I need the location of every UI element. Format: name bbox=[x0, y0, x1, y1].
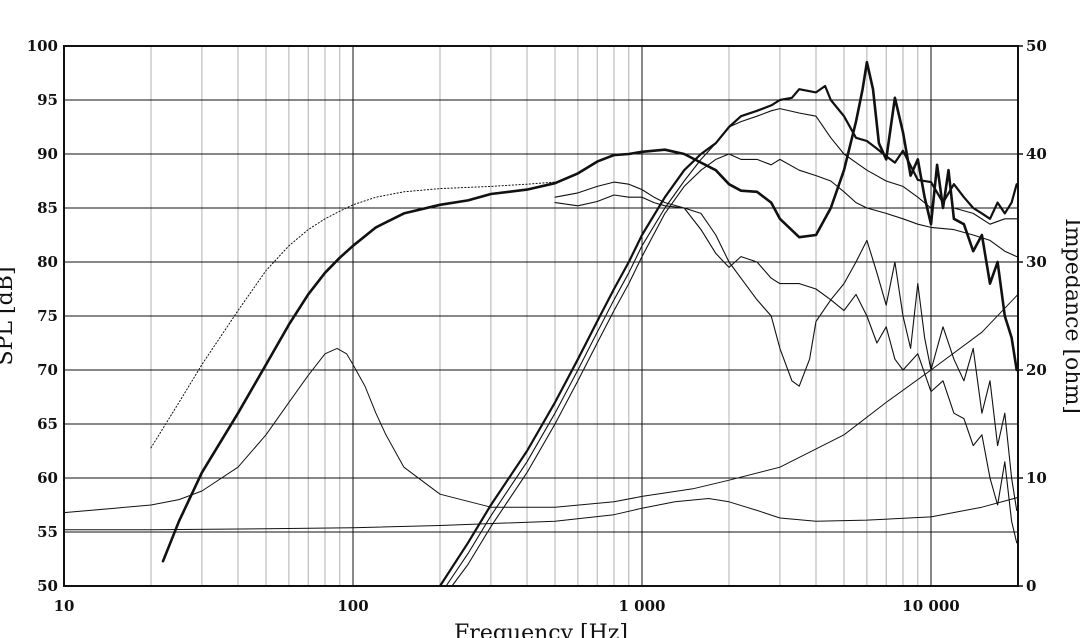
spl-curve-3 bbox=[554, 181, 1018, 511]
y-tick-label: 80 bbox=[37, 253, 58, 271]
curves bbox=[63, 60, 1019, 588]
y2-tick-label: 0 bbox=[1026, 577, 1036, 595]
y-tick-label: 85 bbox=[37, 199, 58, 217]
x-tick-label: 100 bbox=[337, 597, 368, 615]
impedance-curve-9 bbox=[63, 496, 1019, 531]
spl-curve-6 bbox=[445, 108, 1018, 587]
x-tick-label: 1 000 bbox=[619, 597, 666, 615]
y-tick-label: 65 bbox=[37, 415, 58, 433]
spl-curve-7 bbox=[451, 153, 1018, 587]
impedance-curve-8 bbox=[63, 293, 1019, 514]
spl-curve-2 bbox=[161, 60, 1018, 563]
y-tick-label: 55 bbox=[37, 523, 58, 541]
y2-tick-label: 30 bbox=[1026, 253, 1047, 271]
y2-tick-label: 10 bbox=[1026, 469, 1047, 487]
y2-axis-label: Impedance [ohm] bbox=[1060, 218, 1080, 414]
y-axis-label: SPL [dB] bbox=[0, 267, 18, 366]
spl-curve-4 bbox=[554, 194, 1018, 544]
spl-curve-1 bbox=[150, 181, 556, 449]
y-tick-label: 75 bbox=[37, 307, 58, 325]
y-tick-label: 90 bbox=[37, 145, 58, 163]
plot-frame bbox=[63, 45, 1019, 587]
y2-tick-label: 40 bbox=[1026, 145, 1047, 163]
x-tick-label: 10 bbox=[54, 597, 75, 615]
major-gridlines bbox=[63, 45, 1018, 587]
tick-labels: 50 55 60 65 70 75 80 85 90 95 100 0 10 20 30 40 50 10 100 1… bbox=[27, 37, 1047, 615]
y-tick-label: 60 bbox=[37, 469, 58, 487]
y-tick-label: 70 bbox=[37, 361, 58, 379]
x-tick-label: 10 000 bbox=[902, 597, 959, 615]
y-tick-label: 100 bbox=[27, 37, 58, 55]
y2-tick-label: 20 bbox=[1026, 361, 1047, 379]
y2-tick-label: 50 bbox=[1026, 37, 1047, 55]
y-tick-label: 50 bbox=[37, 577, 58, 595]
x-axis-label: Frequency [Hz] bbox=[454, 621, 628, 638]
spl-curve-5 bbox=[438, 84, 1018, 588]
y-tick-label: 95 bbox=[37, 91, 58, 109]
